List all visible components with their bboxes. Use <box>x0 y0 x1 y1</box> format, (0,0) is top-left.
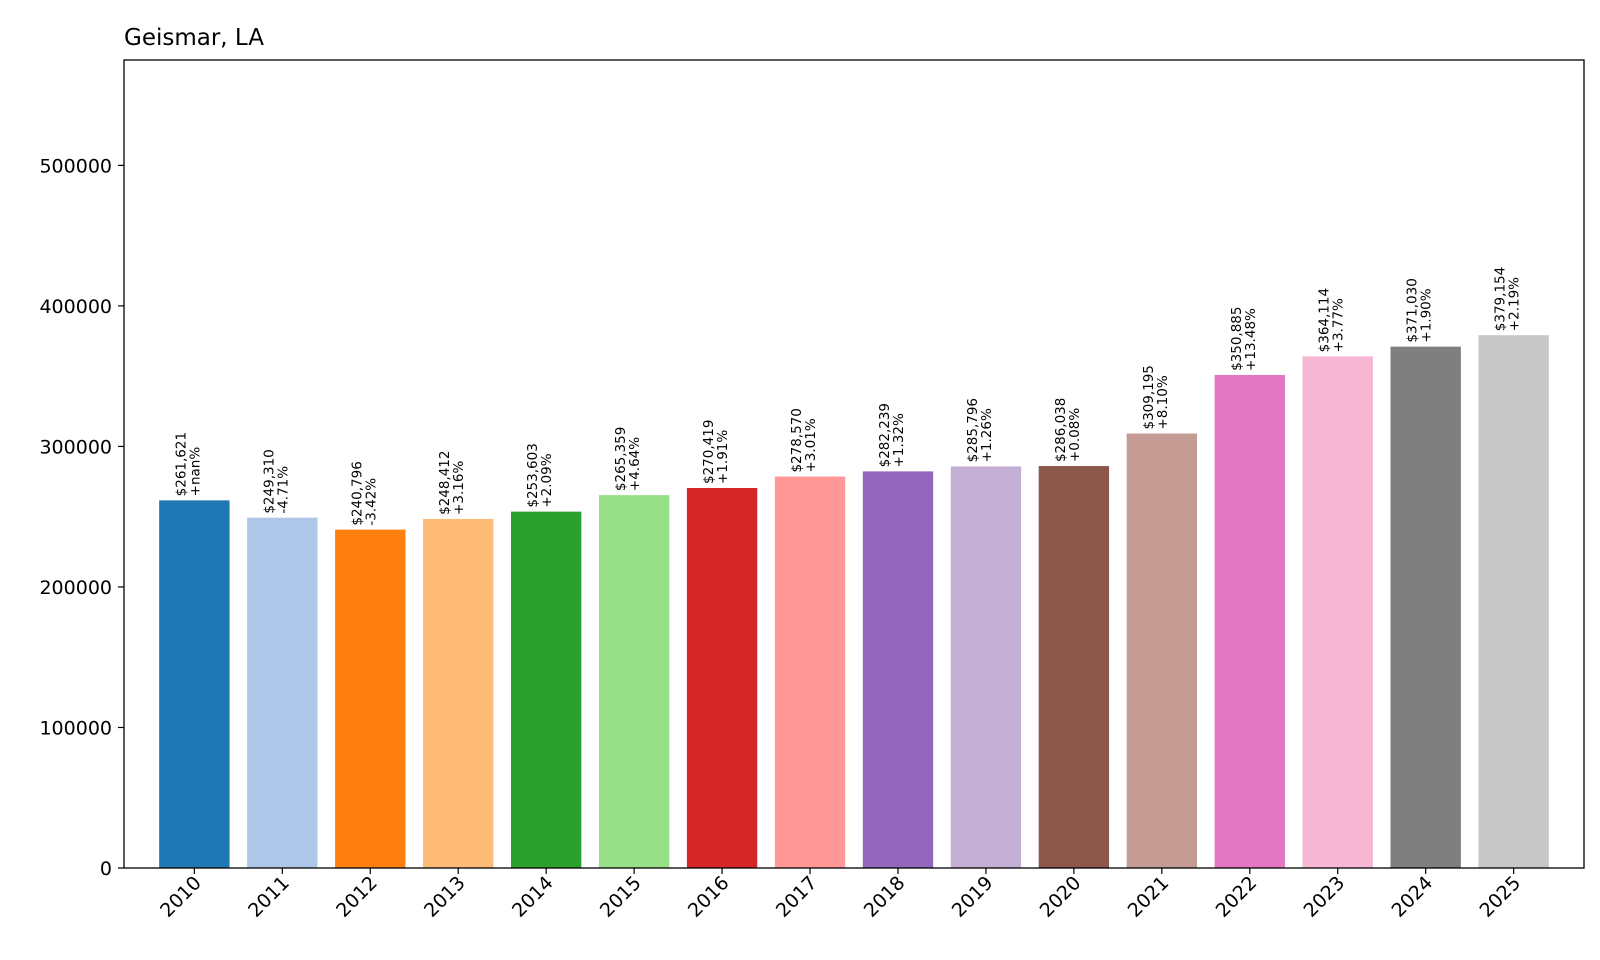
x-tick-label-2017: 2017 <box>772 872 822 922</box>
x-tick-label-2021: 2021 <box>1124 872 1174 922</box>
value-label: $265,359 <box>613 427 629 491</box>
data-label-2024: $371,030+1.90% <box>1405 278 1435 342</box>
bar-2015 <box>598 495 670 868</box>
bar-2023 <box>1302 356 1373 868</box>
value-label: $379,154 <box>1493 267 1509 331</box>
change-label: +0.08% <box>1067 408 1083 462</box>
value-label: $261,621 <box>173 432 189 496</box>
change-label: -3.42% <box>363 478 379 526</box>
bar-2024 <box>1390 346 1461 868</box>
value-label: $286,038 <box>1053 398 1069 462</box>
data-label-2019: $285,796+1.26% <box>965 398 995 462</box>
value-label: $309,195 <box>1141 365 1157 429</box>
data-label-2010: $261,621+nan% <box>173 432 203 496</box>
data-label-2021: $309,195+8.10% <box>1141 365 1171 429</box>
change-label: +3.16% <box>451 461 467 515</box>
value-label: $350,885 <box>1229 307 1245 371</box>
data-label-2022: $350,885+13.48% <box>1229 307 1259 371</box>
bar-2012 <box>335 529 406 868</box>
bar-2014 <box>510 511 582 868</box>
data-label-2015: $265,359+4.64% <box>613 427 643 491</box>
change-label: +1.26% <box>979 408 995 462</box>
x-tick-label-2013: 2013 <box>420 872 470 922</box>
bar-2016 <box>686 488 758 868</box>
x-tick-label-2010: 2010 <box>156 872 206 922</box>
value-label: $253,603 <box>525 443 541 507</box>
bar-2020 <box>1038 466 1110 868</box>
value-label: $282,239 <box>877 403 893 467</box>
data-label-2018: $282,239+1.32% <box>877 403 907 467</box>
y-tick-label: 500000 <box>39 155 112 177</box>
x-tick-label-2014: 2014 <box>508 872 558 922</box>
data-label-2025: $379,154+2.19% <box>1493 267 1523 331</box>
data-label-2013: $248,412+3.16% <box>437 451 467 515</box>
bar-2017 <box>774 476 846 868</box>
y-tick-label: 400000 <box>39 296 112 318</box>
x-tick-label-2016: 2016 <box>684 872 734 922</box>
y-tick-label: 200000 <box>39 577 112 599</box>
value-label: $249,310 <box>261 449 277 513</box>
y-tick-label: 300000 <box>39 436 112 458</box>
change-label: +3.77% <box>1331 298 1347 352</box>
x-tick-label-2018: 2018 <box>860 872 910 922</box>
x-tick-label-2024: 2024 <box>1387 872 1437 922</box>
x-tick-label-2025: 2025 <box>1475 872 1525 922</box>
x-tick-label-2019: 2019 <box>948 872 998 922</box>
data-label-2014: $253,603+2.09% <box>525 443 555 507</box>
bar-2010 <box>159 500 230 868</box>
change-label: +1.91% <box>715 430 731 484</box>
value-label: $270,419 <box>701 420 717 484</box>
y-tick-label: 0 <box>100 858 112 880</box>
data-label-2011: $249,310-4.71% <box>261 449 291 513</box>
bar-2011 <box>247 517 318 868</box>
change-label: +nan% <box>187 447 203 497</box>
value-label: $364,114 <box>1317 288 1333 352</box>
y-tick-label: 100000 <box>39 717 112 739</box>
change-label: +1.32% <box>891 413 907 467</box>
bars-group <box>159 335 1549 869</box>
data-label-2012: $240,796-3.42% <box>349 461 379 525</box>
bar-2013 <box>423 518 494 868</box>
change-label: +2.19% <box>1507 277 1523 331</box>
value-label: $248,412 <box>437 451 453 515</box>
data-label-2017: $278,570+3.01% <box>789 408 819 472</box>
data-label-2016: $270,419+1.91% <box>701 420 731 484</box>
x-tick-label-2020: 2020 <box>1036 872 1086 922</box>
bar-2022 <box>1214 374 1285 868</box>
chart-title: Geismar, LA <box>124 25 264 51</box>
x-tick-label-2011: 2011 <box>244 872 294 922</box>
change-label: +4.64% <box>627 437 643 491</box>
change-label: +1.90% <box>1419 288 1435 342</box>
bar-2021 <box>1126 433 1198 868</box>
plot-frame <box>123 59 1585 869</box>
x-axis: 2010 2011 2012 2013 2014 2015 2016 2017 2018 2019… <box>156 868 1525 922</box>
y-axis: 0 100000 200000 300000 400000 500000 <box>39 155 124 880</box>
x-tick-label-2023: 2023 <box>1300 872 1350 922</box>
data-label-2020: $286,038+0.08% <box>1053 398 1083 462</box>
data-label-2023: $364,114+3.77% <box>1317 288 1347 352</box>
bar-2025 <box>1478 335 1549 869</box>
change-label: -4.71% <box>275 466 291 514</box>
x-tick-label-2022: 2022 <box>1212 872 1262 922</box>
change-label: +2.09% <box>539 453 555 507</box>
bar-2018 <box>862 471 934 868</box>
x-tick-label-2015: 2015 <box>596 872 646 922</box>
value-label: $278,570 <box>789 408 805 472</box>
value-label: $285,796 <box>965 398 981 462</box>
value-label: $371,030 <box>1405 278 1421 342</box>
change-label: +8.10% <box>1155 375 1171 429</box>
change-label: +3.01% <box>803 418 819 472</box>
data-labels-group: $261,621+nan% $249,310-4.71% $240,796-3.42… <box>173 267 1522 526</box>
value-label: $240,796 <box>349 461 365 525</box>
bar-2019 <box>950 466 1022 868</box>
change-label: +13.48% <box>1243 308 1259 371</box>
x-tick-label-2012: 2012 <box>332 872 382 922</box>
